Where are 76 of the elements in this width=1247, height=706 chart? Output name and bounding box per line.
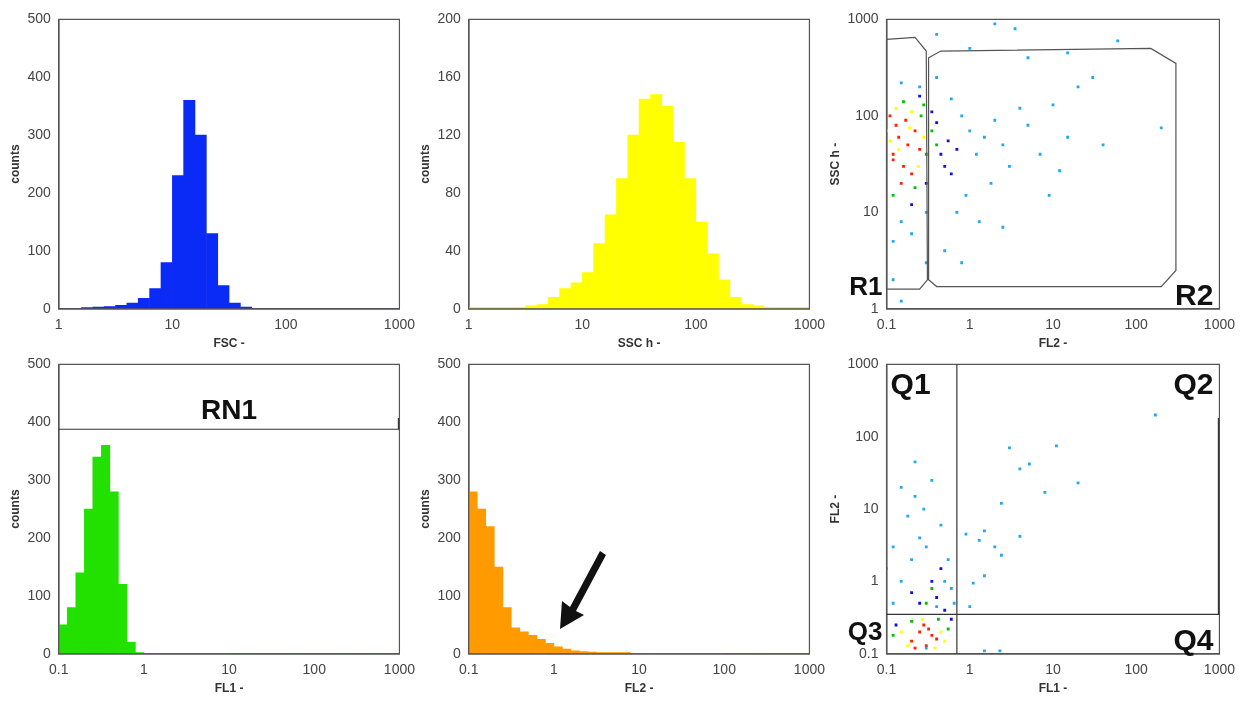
x-axis-title: SSC h - (617, 336, 661, 351)
y-tick-label: 1 (870, 572, 879, 589)
y-tick-label: 120 (437, 126, 461, 143)
x-tick-label: 100 (684, 316, 708, 333)
y-tick-label: 500 (27, 10, 51, 27)
x-tick-label: 10 (574, 316, 591, 333)
y-tick-label: 100 (437, 586, 461, 603)
y-tick-label: 0 (452, 644, 461, 661)
y-tick-label: 200 (27, 528, 51, 545)
x-axis-title: FL1 - (214, 681, 244, 696)
x-tick-label: 1 (965, 316, 974, 333)
y-axis-title: counts (417, 144, 432, 184)
y-tick-label: 1000 (847, 10, 879, 27)
x-tick-label: 100 (274, 316, 298, 333)
x-tick-label: 1 (464, 316, 473, 333)
y-tick-label: 0 (42, 299, 51, 316)
y-tick-label: 500 (27, 355, 51, 372)
x-tick-label: 1 (54, 316, 63, 333)
x-tick-label: 1000 (383, 661, 416, 678)
y-tick-label: 100 (27, 241, 51, 258)
ref-line-label: RN1 (201, 393, 258, 425)
text: Q3 (847, 615, 883, 646)
y-tick-label: 200 (437, 528, 461, 545)
y-tick-label: 10 (862, 203, 879, 220)
x-tick-label: 1 (140, 661, 149, 678)
y-tick-label: 200 (27, 183, 51, 200)
y-axis-title: counts (7, 489, 22, 529)
y-tick-label: 300 (27, 126, 51, 143)
y-tick-label: 10 (862, 499, 879, 516)
x-tick-label: 10 (631, 661, 648, 678)
x-tick-label: 1000 (383, 316, 416, 333)
x-tick-label: 10 (164, 316, 181, 333)
y-tick-label: 40 (445, 241, 461, 258)
y-tick-label: 300 (27, 471, 51, 488)
x-tick-label: 1 (550, 661, 559, 678)
y-axis-title: SSC h - (827, 142, 842, 186)
x-tick-label: 1000 (1203, 316, 1236, 333)
y-tick-label: 160 (437, 68, 461, 85)
x-tick-label: 100 (1124, 661, 1149, 678)
y-tick-label: 100 (855, 427, 879, 444)
x-tick-label: 1 (965, 661, 974, 678)
y-tick-label: 0 (452, 299, 461, 316)
y-axis-title: counts (7, 144, 22, 184)
x-tick-label: 10 (1045, 661, 1061, 678)
annotation: Q2 (1173, 367, 1214, 401)
x-axis-title: FL2 - (1038, 336, 1068, 351)
y-tick-label: 80 (445, 183, 461, 200)
x-tick-label: 1000 (793, 316, 826, 333)
x-axis-title: FL1 - (1038, 681, 1068, 696)
y-tick-label: 200 (437, 10, 461, 27)
y-tick-label: 0.1 (859, 644, 879, 661)
x-tick-label: 1000 (1203, 661, 1236, 678)
text: R1 (849, 270, 883, 301)
y-axis-title: FL2 - (827, 494, 842, 524)
y-tick-label: 100 (855, 106, 879, 123)
y-tick-label: 400 (437, 413, 461, 430)
annotation: Q1 (890, 367, 931, 401)
x-tick-label: 100 (1124, 316, 1149, 333)
x-tick-label: 100 (712, 661, 737, 678)
y-tick-label: 0 (42, 644, 51, 661)
y-tick-label: 500 (437, 355, 461, 372)
y-tick-label: 100 (27, 586, 51, 603)
y-tick-label: 400 (27, 68, 51, 85)
x-tick-label: 10 (1045, 316, 1061, 333)
y-tick-label: 400 (27, 413, 51, 430)
annotation: Q4 (1173, 622, 1214, 656)
x-tick-label: 100 (302, 661, 327, 678)
x-tick-label: 1000 (793, 661, 826, 678)
y-axis-title: counts (417, 489, 432, 529)
x-axis-title: FSC - (213, 336, 245, 351)
annotation: R2 (1175, 277, 1214, 311)
y-tick-label: 1 (870, 299, 879, 316)
x-axis-title: FL2 - (624, 681, 654, 696)
x-tick-label: 10 (221, 661, 238, 678)
y-tick-label: 1000 (847, 355, 879, 372)
y-tick-label: 300 (437, 471, 461, 488)
